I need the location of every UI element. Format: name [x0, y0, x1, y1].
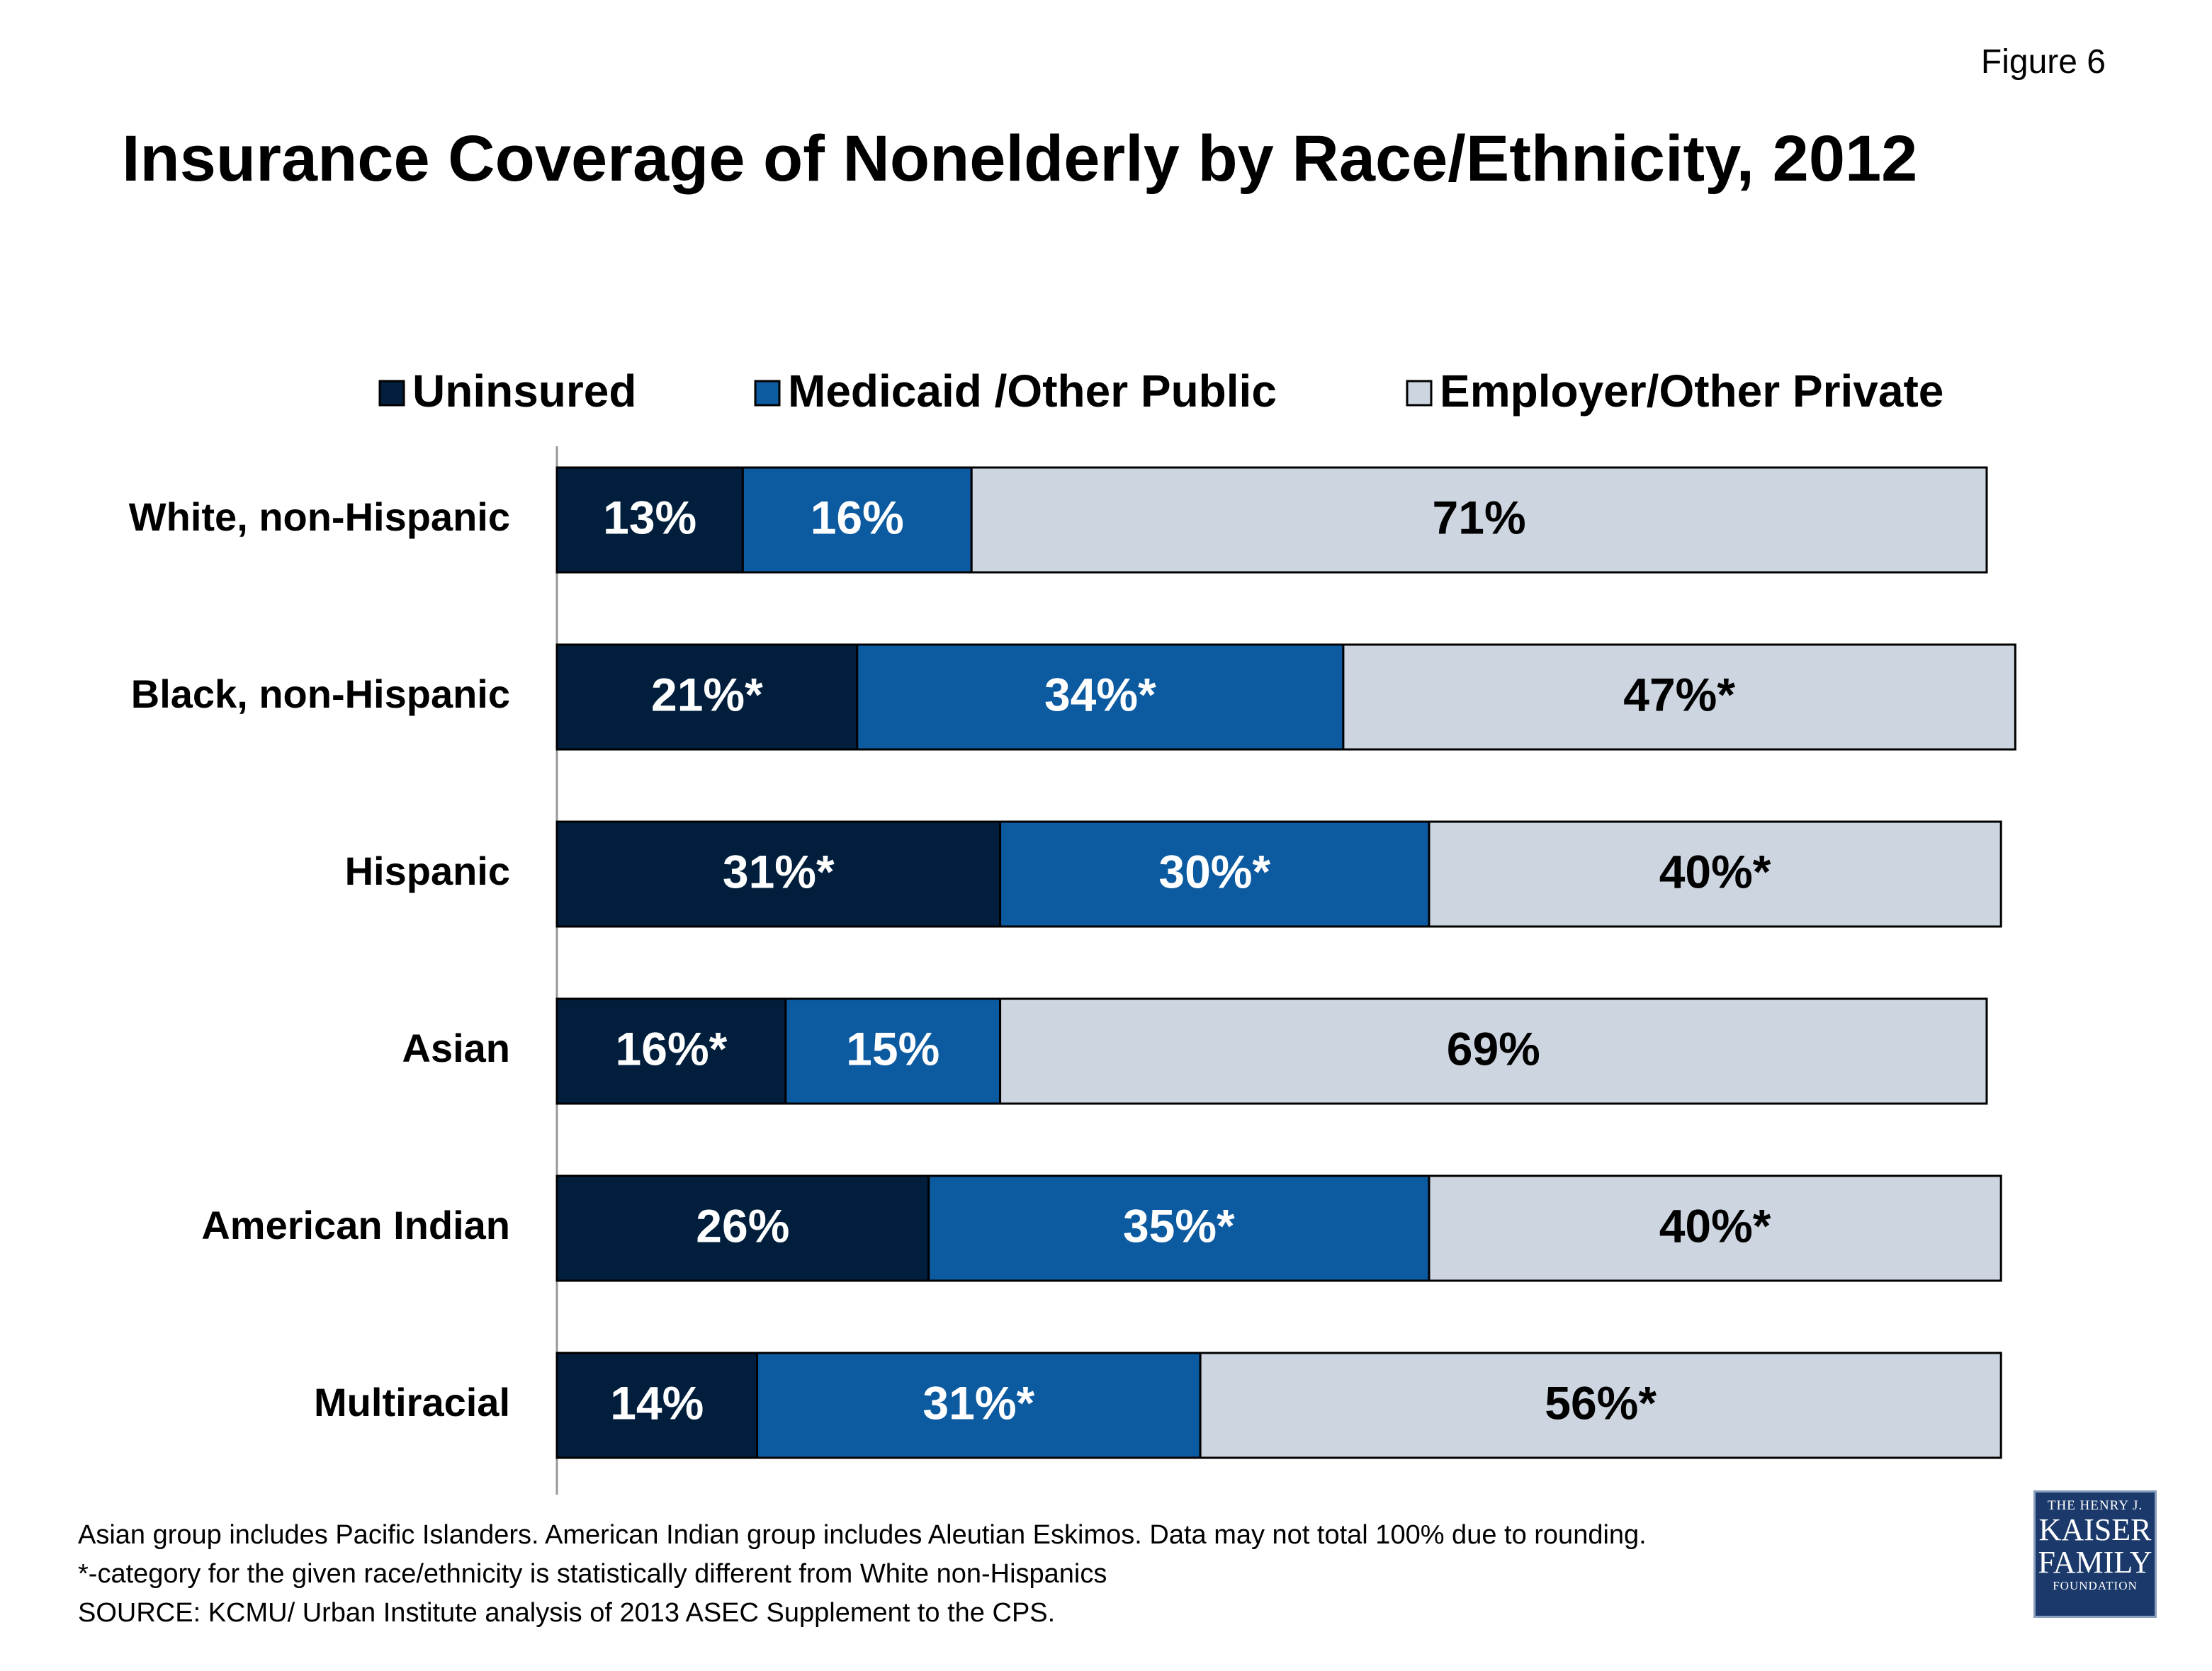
bar-segment: [970, 466, 1988, 574]
value-label: 16%: [811, 491, 904, 543]
note: *-category for the given race/ethnicity …: [78, 1559, 1107, 1589]
value-label: 15%: [846, 1022, 939, 1075]
value-label: 30%*: [1158, 845, 1270, 897]
value-label: 47%*: [1623, 668, 1735, 720]
bar-segment: [927, 1174, 1431, 1282]
bar-segment: [856, 643, 1345, 751]
logo-text: FOUNDATION: [2053, 1579, 2138, 1592]
bar-segment: [756, 1352, 1202, 1459]
bar-segment: [741, 466, 973, 574]
value-label: 31%*: [922, 1376, 1034, 1429]
y-tick-label: White, non-Hispanic: [129, 494, 510, 539]
y-tick-label: Hispanic: [345, 849, 510, 893]
bar-segment: [784, 997, 1002, 1105]
legend-swatch: [1406, 380, 1433, 407]
y-tick-label: Black, non-Hispanic: [131, 672, 510, 716]
logo-text: FAMILY: [2038, 1545, 2152, 1580]
y-tick-label: American Indian: [201, 1203, 510, 1247]
value-label: 35%*: [1123, 1199, 1235, 1252]
value-label: 34%*: [1044, 668, 1156, 720]
bar-segment: [1199, 1352, 2002, 1459]
legend-label: Employer/Other Private: [1440, 366, 1943, 417]
value-label: 31%*: [723, 845, 835, 897]
legend-label: Medicaid /Other Public: [788, 366, 1277, 417]
bar-segment: [1342, 643, 2016, 751]
logo-text: KAISER: [2038, 1512, 2152, 1547]
y-tick-label: Multiracial: [314, 1380, 510, 1424]
legend-swatch: [378, 380, 405, 407]
value-label: 56%*: [1545, 1376, 1657, 1429]
bar-segment: [999, 997, 1988, 1105]
value-label: 71%: [1433, 491, 1526, 543]
logo: THE HENRY J. KAISER FAMILY FOUNDATION: [2033, 1490, 2157, 1618]
value-label: 16%*: [616, 1022, 728, 1075]
value-label: 26%: [696, 1199, 789, 1252]
y-tick-label: Asian: [402, 1026, 511, 1070]
bar-segment: [1428, 1174, 2002, 1282]
note: SOURCE: KCMU/ Urban Institute analysis o…: [78, 1598, 1056, 1628]
bar-segment: [1428, 820, 2002, 928]
bar-segment: [555, 643, 859, 751]
value-label: 21%*: [651, 668, 763, 720]
value-label: 40%*: [1659, 1199, 1771, 1252]
value-label: 69%: [1447, 1022, 1540, 1075]
bar-segment: [555, 1174, 930, 1282]
chart-title: Insurance Coverage of Nonelderly by Race…: [122, 123, 1918, 195]
logo-text: THE HENRY J.: [2047, 1498, 2143, 1513]
figure-label: Figure 6: [1980, 43, 2106, 81]
value-label: 40%*: [1659, 845, 1771, 897]
bar-segment: [555, 466, 744, 574]
value-label: 14%: [610, 1376, 704, 1429]
legend-swatch: [754, 380, 781, 407]
notes: Asian group includes Pacific Islanders. …: [78, 1516, 1647, 1633]
note: Asian group includes Pacific Islanders. …: [78, 1520, 1647, 1550]
bar-segment: [555, 1352, 759, 1459]
value-label: 13%: [603, 491, 696, 543]
legend-label: Uninsured: [412, 366, 636, 417]
